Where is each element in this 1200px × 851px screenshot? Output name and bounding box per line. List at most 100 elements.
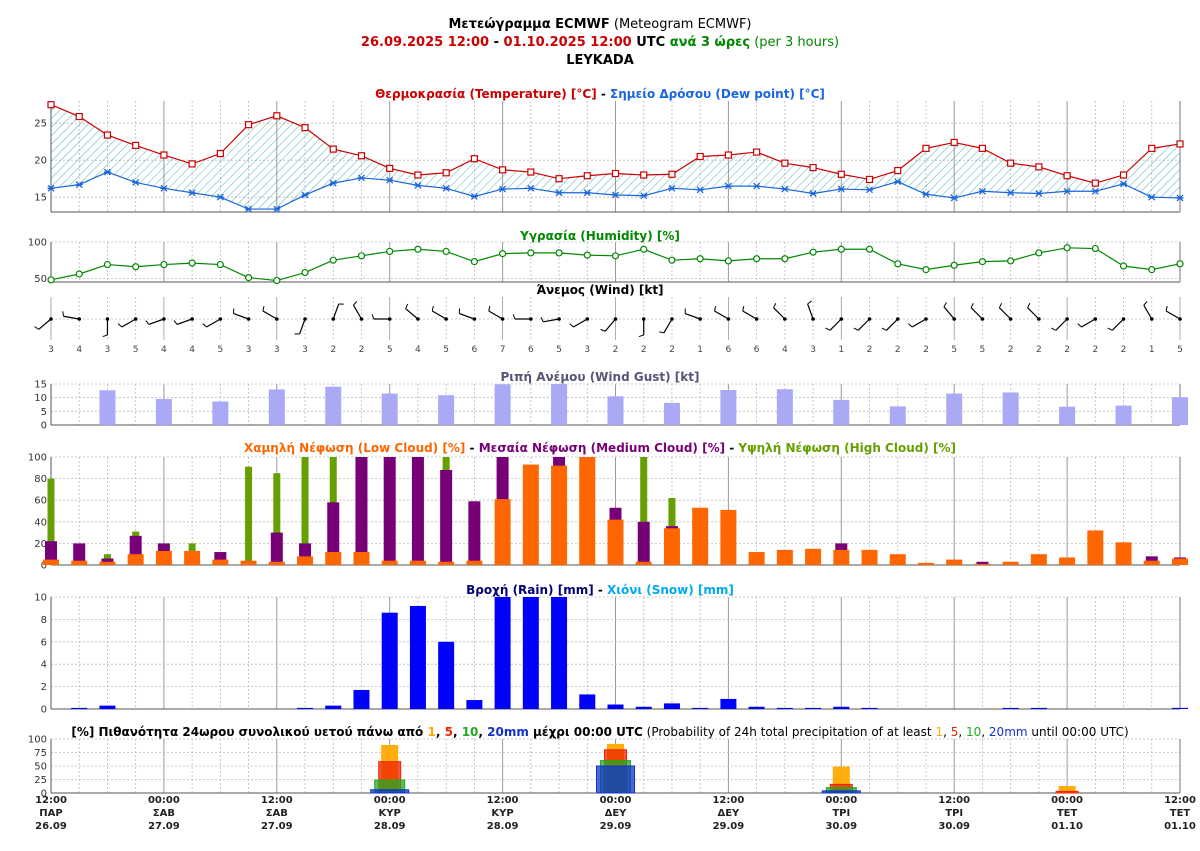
humidity-point — [894, 260, 902, 268]
prob-title-until: μέχρι 00:00 UTC — [528, 725, 643, 739]
humidity-point — [160, 260, 168, 269]
wind-barb — [911, 318, 927, 328]
wind-barb-feather — [540, 317, 544, 323]
dewpoint-point — [188, 189, 196, 197]
wind-barb-dot — [416, 317, 420, 321]
wind-barb-feather — [742, 306, 745, 312]
time-axis-hour: 12:00 — [1164, 795, 1196, 806]
wind-barb-feather — [1107, 327, 1113, 331]
prob-en-comma-1: , — [943, 725, 951, 739]
wind-speed-label: 3 — [810, 345, 816, 355]
gust-bar — [1002, 392, 1019, 425]
wind-barb-feather — [102, 334, 108, 338]
wind-barb-feather — [371, 314, 375, 320]
wind-barb — [857, 318, 870, 331]
wind-barb-feather — [117, 323, 123, 328]
wind-barb — [714, 310, 729, 320]
rain-bar — [833, 706, 850, 709]
time-axis-date: 30.09 — [825, 821, 857, 832]
wind-speed-label: 3 — [584, 345, 590, 355]
wind-barb-feather — [405, 303, 409, 309]
wind-barb — [829, 318, 842, 331]
wind-barb-dot — [133, 317, 138, 321]
dewpoint-point — [837, 185, 845, 193]
temperature-point — [75, 112, 83, 121]
wind-barb — [1027, 307, 1040, 320]
wind-barb-dot — [387, 317, 392, 321]
wind-barb-dot — [613, 317, 618, 321]
dewpoint-point — [583, 189, 591, 197]
low-cloud-bar — [1172, 558, 1188, 565]
low-cloud-bar — [607, 519, 624, 565]
humidity-point — [753, 255, 761, 263]
wind-barb-dot — [1065, 317, 1069, 321]
low-cloud-bar — [43, 559, 59, 565]
low-cloud-bar — [748, 552, 765, 565]
time-axis-day: ΤΡΙ — [945, 808, 963, 819]
temp-ytick-label: 15 — [34, 193, 47, 204]
temperature-point — [527, 168, 535, 176]
time-axis-day: ΔΕΥ — [605, 808, 628, 819]
wind-barb-dot — [218, 317, 223, 321]
wind-speed-label: 1 — [1149, 345, 1155, 355]
temperature-point — [724, 151, 733, 159]
gust-bar — [833, 399, 850, 425]
wind-barb — [262, 310, 278, 320]
wind-speed-label: 6 — [754, 345, 760, 355]
wind-barb-feather — [1077, 323, 1082, 328]
temperature-point — [894, 166, 902, 175]
wind-barb — [459, 312, 475, 320]
wind-barb — [886, 318, 899, 331]
wind-barb — [332, 303, 340, 320]
time-axis-date: 27.09 — [148, 821, 180, 832]
wind-barb — [206, 318, 221, 328]
wind-panel-title: Άνεμος (Wind) [kt] — [536, 283, 664, 297]
temp-ytick-label: 25 — [34, 119, 47, 130]
low-cloud-bar — [635, 561, 652, 565]
wind-speed-label: 5 — [1177, 345, 1183, 355]
humidity-point — [301, 268, 309, 277]
dewpoint-point — [1007, 189, 1015, 197]
rain-bar — [1030, 707, 1047, 709]
rain-title: Βροχή (Rain) [mm] — [466, 583, 594, 597]
low-cloud-bar — [663, 528, 680, 565]
wind-speed-label: 3 — [246, 345, 252, 355]
prob-panel-title: [%] Πιθανότητα 24ωρου συνολικού υετού πά… — [0, 725, 1200, 739]
dewpoint-point — [103, 168, 111, 176]
dewpoint-point — [1063, 187, 1071, 195]
temperature-point — [922, 144, 930, 152]
prob-title-5: 5 — [444, 725, 453, 739]
dewpoint-point — [160, 184, 168, 192]
temperature-point — [865, 175, 874, 184]
dewpoint-point — [442, 184, 450, 192]
cloud-ytick-label: 100 — [28, 453, 47, 464]
dewpoint-point — [950, 194, 958, 202]
wind-barb-feather — [1027, 303, 1031, 308]
humidity-point — [1148, 266, 1156, 274]
prob-en-comma-3: , — [981, 725, 989, 739]
wind-barb-dot — [867, 317, 872, 321]
temperature-point — [499, 166, 507, 174]
low-cloud-bar — [551, 465, 568, 565]
low-cloud-bar — [579, 457, 596, 565]
humidity-panel-title: Υγρασία (Humidity) [%] — [520, 229, 680, 243]
gust-bar — [720, 390, 737, 425]
rain-bar — [381, 612, 398, 709]
wind-barb-dot — [529, 317, 533, 321]
time-axis-date: 28.09 — [487, 821, 519, 832]
low-cloud-bar — [268, 561, 285, 565]
dewpoint-point — [894, 178, 902, 186]
cloud-title-sep-2: - — [725, 441, 739, 455]
wind-barb — [63, 315, 80, 320]
temperature-point — [753, 148, 761, 156]
rain-bar — [1172, 707, 1188, 709]
humidity-point — [386, 247, 394, 256]
wind-barb — [604, 318, 616, 332]
prob-title-en-10: 10 — [966, 725, 982, 739]
rain-bar — [522, 597, 539, 709]
rain-bar — [551, 597, 568, 709]
wind-barb-feather — [600, 328, 606, 332]
temp-panel-title: Θερμοκρασία (Temperature) [°C] - Σημείο … — [0, 87, 1200, 101]
wind-barb-dot — [1149, 317, 1154, 321]
gust-ytick-label: 10 — [34, 393, 47, 404]
